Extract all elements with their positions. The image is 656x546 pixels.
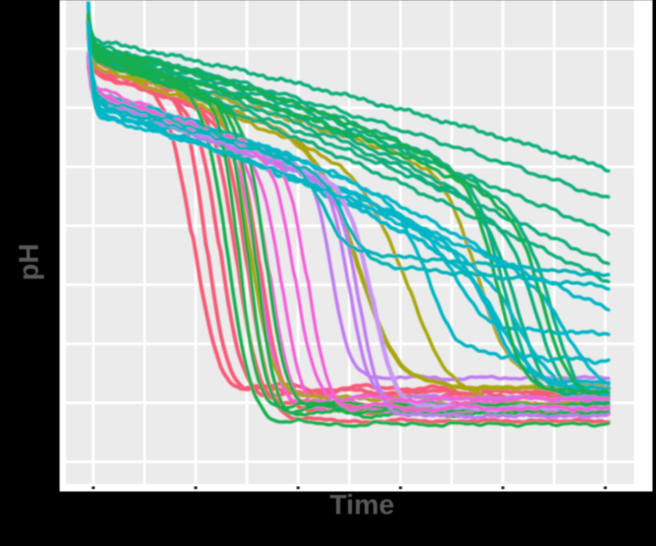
svg-text:pH: pH bbox=[13, 243, 44, 280]
svg-text:Time: Time bbox=[330, 489, 395, 520]
